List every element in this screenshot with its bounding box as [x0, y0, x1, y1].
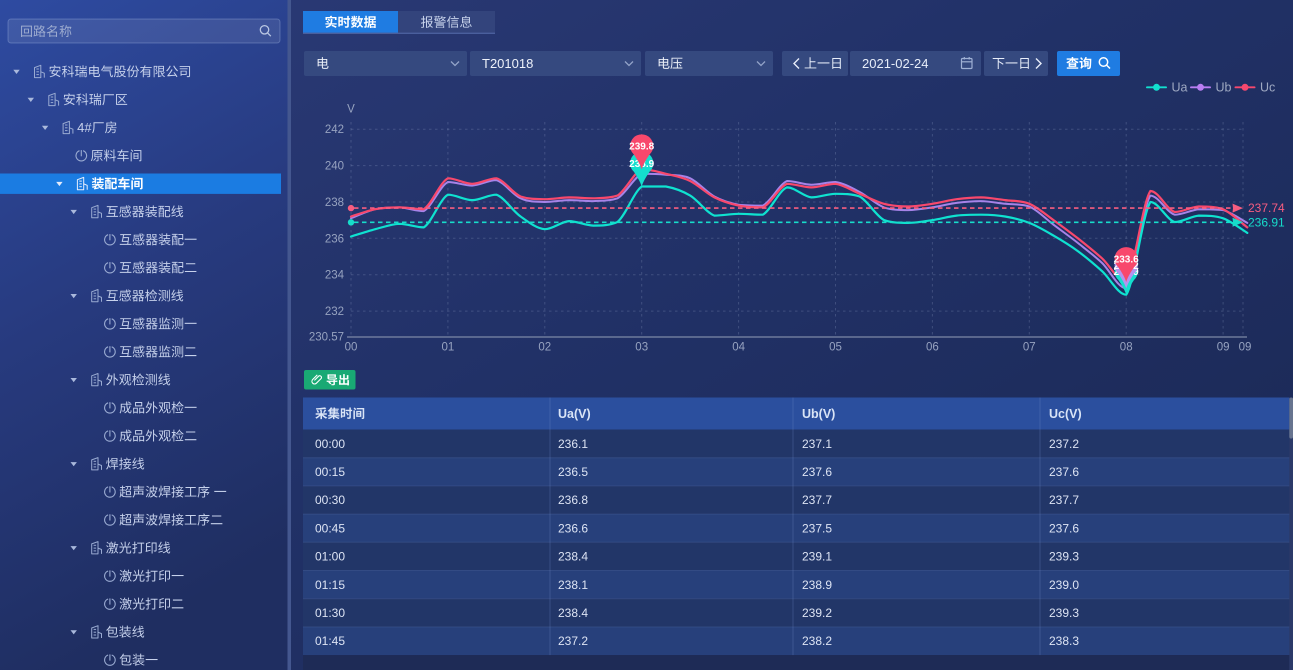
svg-text:239.2: 239.2	[802, 606, 832, 620]
svg-text:01:45: 01:45	[315, 634, 345, 648]
svg-text:230.57: 230.57	[309, 332, 344, 344]
svg-text:05: 05	[829, 342, 842, 354]
svg-text:01:30: 01:30	[315, 606, 345, 620]
svg-text:236.91: 236.91	[1248, 215, 1285, 229]
svg-text:237.6: 237.6	[802, 465, 832, 479]
svg-text:237.1: 237.1	[802, 437, 832, 451]
svg-text:237.6: 237.6	[1049, 521, 1079, 535]
svg-text:Ua: Ua	[1172, 81, 1188, 95]
svg-text:08: 08	[1120, 342, 1133, 354]
svg-text:236.6: 236.6	[558, 521, 588, 535]
svg-text:239.1: 239.1	[802, 550, 832, 564]
svg-text:01:15: 01:15	[315, 578, 345, 592]
svg-text:237.5: 237.5	[802, 521, 832, 535]
svg-text:238.1: 238.1	[558, 578, 588, 592]
svg-text:Uc(V): Uc(V)	[1049, 407, 1082, 421]
svg-text:01: 01	[442, 342, 455, 354]
svg-text:237.2: 237.2	[558, 634, 588, 648]
svg-text:00:45: 00:45	[315, 521, 345, 535]
svg-text:236.1: 236.1	[558, 437, 588, 451]
svg-text:04: 04	[732, 342, 745, 354]
svg-text:239.3: 239.3	[1049, 606, 1079, 620]
svg-text:07: 07	[1023, 342, 1036, 354]
svg-text:02: 02	[538, 342, 551, 354]
svg-text:06: 06	[926, 342, 939, 354]
svg-text:237.7: 237.7	[802, 493, 832, 507]
svg-text:00:15: 00:15	[315, 465, 345, 479]
svg-text:T201018: T201018	[482, 56, 533, 71]
svg-text:237.74: 237.74	[1248, 201, 1285, 215]
svg-text:238.3: 238.3	[1049, 634, 1079, 648]
svg-text:238.9: 238.9	[802, 578, 832, 592]
svg-text:2021-02-24: 2021-02-24	[862, 56, 929, 71]
svg-text:232: 232	[325, 306, 344, 318]
svg-text:238.4: 238.4	[558, 606, 588, 620]
svg-text:234: 234	[325, 270, 345, 282]
svg-text:238.4: 238.4	[558, 550, 588, 564]
svg-text:240: 240	[325, 161, 344, 173]
svg-text:09: 09	[1217, 342, 1230, 354]
svg-text:237.2: 237.2	[1049, 437, 1079, 451]
svg-text:233.6: 233.6	[1114, 254, 1139, 265]
svg-text:237.7: 237.7	[1049, 493, 1079, 507]
svg-text:Uc: Uc	[1260, 81, 1275, 95]
svg-text:00:30: 00:30	[315, 493, 345, 507]
svg-text:09: 09	[1239, 342, 1252, 354]
svg-text:V: V	[347, 104, 355, 116]
svg-text:Ub: Ub	[1216, 81, 1232, 95]
svg-text:239.3: 239.3	[1049, 550, 1079, 564]
svg-text:239.8: 239.8	[629, 142, 654, 153]
svg-text:236.5: 236.5	[558, 465, 588, 479]
svg-text:236.8: 236.8	[558, 493, 588, 507]
svg-text:239.0: 239.0	[1049, 578, 1079, 592]
svg-text:238: 238	[325, 197, 344, 209]
svg-text:00: 00	[345, 342, 358, 354]
svg-text:Ub(V): Ub(V)	[802, 407, 835, 421]
svg-text:4#: 4#	[77, 120, 92, 135]
svg-text:242: 242	[325, 124, 344, 136]
svg-text:237.6: 237.6	[1049, 465, 1079, 479]
svg-text:00:00: 00:00	[315, 437, 345, 451]
svg-text:238.2: 238.2	[802, 634, 832, 648]
svg-text:236: 236	[325, 233, 344, 245]
svg-text:Ua(V): Ua(V)	[558, 407, 591, 421]
svg-text:03: 03	[635, 342, 648, 354]
svg-text:01:00: 01:00	[315, 550, 345, 564]
